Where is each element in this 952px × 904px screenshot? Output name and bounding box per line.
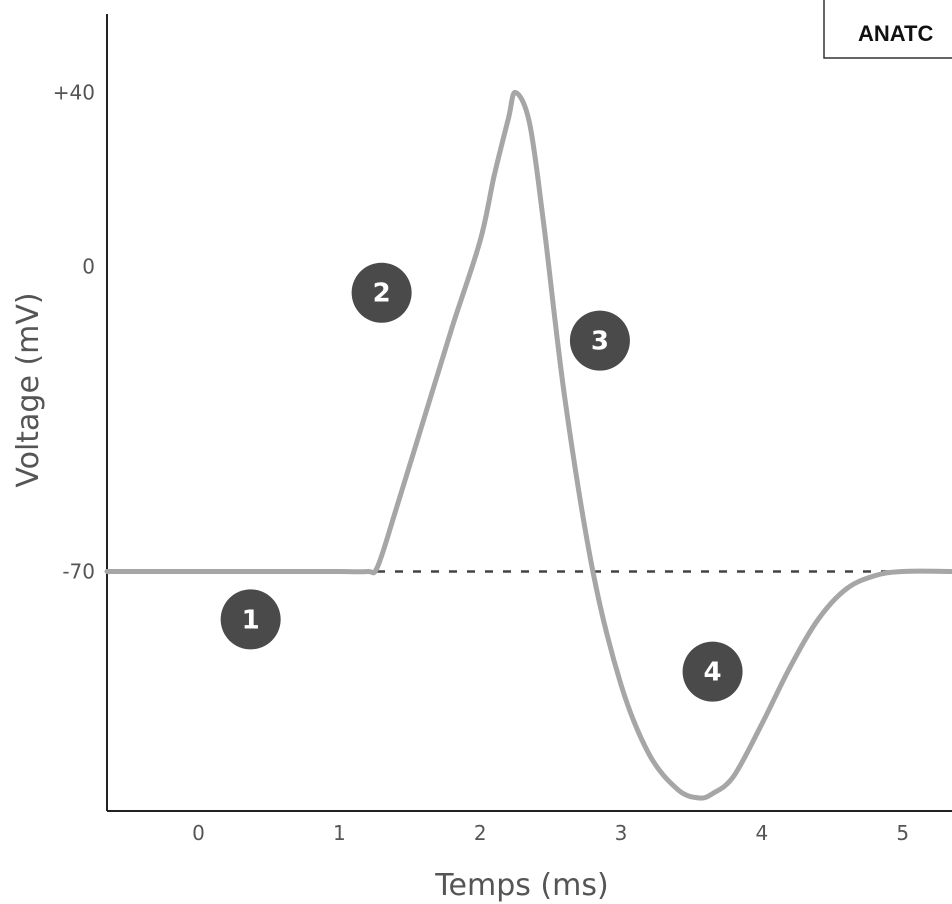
phase-badge-circle (569, 310, 630, 371)
x-tick-label: 3 (615, 821, 628, 845)
phase-badge-label: 1 (242, 605, 260, 635)
y-axis-label: Voltage (mV) (11, 292, 46, 487)
corner-label-box (823, 0, 952, 59)
y-tick-labels: +40 0 -70 (53, 80, 95, 583)
x-tick-label: 0 (192, 821, 205, 845)
phase-badge-label: 4 (704, 658, 722, 688)
phase-badge-3: 3 (569, 310, 630, 371)
x-tick-labels: 0 1 2 3 4 5 (192, 821, 909, 845)
phase-badge-label: 2 (373, 279, 391, 309)
corner-label: ANATC (858, 21, 933, 46)
phase-annotations: 1 2 3 4 (220, 262, 743, 702)
phase-badge-circle (220, 589, 281, 650)
phase-badge-4: 4 (682, 641, 743, 702)
x-tick-label: 1 (333, 821, 346, 845)
y-tick-label: 0 (82, 255, 95, 279)
x-axis-label: Temps (ms) (434, 868, 608, 903)
x-tick-label: 5 (896, 821, 909, 845)
phase-badge-2: 2 (351, 262, 412, 323)
x-tick-label: 4 (756, 821, 769, 845)
phase-badge-circle (682, 641, 743, 702)
x-tick-label: 2 (474, 821, 487, 845)
y-tick-label: -70 (62, 559, 95, 583)
y-tick-label: +40 (53, 80, 95, 104)
phase-badge-label: 3 (591, 327, 609, 357)
phase-badge-1: 1 (220, 589, 281, 650)
phase-badge-circle (351, 262, 412, 323)
membrane-potential-line (104, 89, 952, 801)
